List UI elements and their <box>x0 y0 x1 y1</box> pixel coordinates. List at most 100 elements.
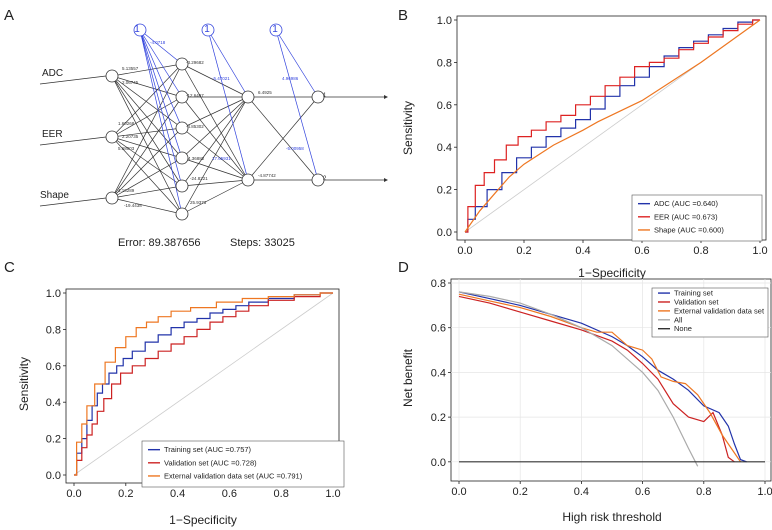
x-tick-label: 0.6 <box>634 245 649 257</box>
y-tick-label: 0.0 <box>46 470 61 482</box>
nn-bias-edge <box>139 29 183 65</box>
nn-node <box>241 90 255 104</box>
y-axis-label: Sensitivity <box>401 101 415 155</box>
nn-node <box>175 179 189 193</box>
nn-edge <box>111 75 183 98</box>
nn-input-arrow <box>39 197 107 207</box>
nn-edge <box>181 179 249 215</box>
nn-bias-edge <box>139 29 183 159</box>
series-line-validation <box>74 292 333 476</box>
nn-bias-edge <box>207 29 249 181</box>
weight-label: 5.13557 <box>122 66 139 71</box>
series-line-all <box>458 291 699 467</box>
weight-label: -12.6497 <box>186 93 204 98</box>
x-tick-label: 0.8 <box>693 245 708 257</box>
nn-edge <box>111 127 183 199</box>
y-tick-label: 0.2 <box>46 434 61 446</box>
panel-letter-d: D <box>398 259 409 276</box>
nn-edges-blue <box>139 29 319 215</box>
nn-edge <box>111 63 183 199</box>
x-tick-label: 0.0 <box>451 486 466 498</box>
nn-edge <box>111 63 183 138</box>
error-label: Error: 89.387656 <box>118 237 201 249</box>
nn-bias-edge <box>139 29 183 98</box>
y-tick-label: 0.0 <box>437 227 452 239</box>
legend-label: External validation data set (AUC =0.791… <box>164 471 303 480</box>
x-tick-label: 0.4 <box>575 245 590 257</box>
y-tick-label: 0.6 <box>46 361 61 373</box>
nn-bias-edge <box>139 29 183 215</box>
nn-edge <box>181 179 249 187</box>
legend-label: EER (AUC =0.673) <box>654 212 718 221</box>
nn-bias-node <box>201 23 215 37</box>
input-label-eer: EER <box>42 129 63 140</box>
panel-letter-c: C <box>4 259 15 276</box>
y-axis-label: Sensitivity <box>17 357 31 411</box>
weight-label: 17.65931 <box>212 156 231 161</box>
weight-label: -24.8221 <box>190 176 208 181</box>
x-tick-label: 1.0 <box>752 245 767 257</box>
nn-nodes <box>105 23 325 221</box>
weight-label: 4.16289 <box>118 188 135 193</box>
nn-bias-edge <box>139 29 183 129</box>
legend-label: All <box>674 315 683 324</box>
nn-edge <box>111 197 183 215</box>
legend-box <box>631 194 763 242</box>
x-tick-label: 0.2 <box>516 245 531 257</box>
legend-label: Shape (AUC =0.600) <box>654 225 724 234</box>
series-line-validation <box>458 295 735 463</box>
y-tick-label: 0.6 <box>431 323 446 335</box>
y-tick-label: 0.4 <box>437 142 452 154</box>
nn-edge <box>181 96 249 129</box>
y-tick-label: 0.6 <box>437 100 452 112</box>
nn-node <box>175 207 189 221</box>
x-tick-label: 1.0 <box>757 486 772 498</box>
plot-frame <box>456 15 767 241</box>
legend-label: External validation data set <box>674 306 765 315</box>
weight-label: 25.9373 <box>190 200 207 205</box>
output-label-2: 2 <box>323 176 327 182</box>
nn-edge <box>247 96 319 181</box>
nn-edge <box>181 157 249 181</box>
nn-node <box>175 151 189 165</box>
nn-node <box>175 57 189 71</box>
nn-node <box>175 121 189 135</box>
weight-label: 1.60268 <box>118 121 135 126</box>
roc-chart-b: 0.0 0.2 0.4 0.6 0.8 1.0 0.0 0.2 0.4 0.6 0.8 1.0 1−Sp… <box>401 15 768 280</box>
y-tick-label: 1.0 <box>437 15 452 27</box>
weight-label: -4.85302 <box>186 124 204 129</box>
bias-label-3: 1 <box>272 24 278 35</box>
nn-edge <box>111 185 183 199</box>
weight-label: -3.29682 <box>186 60 204 65</box>
nn-input-arrow <box>39 75 107 85</box>
nn-edge <box>111 96 183 199</box>
nn-edge <box>111 75 183 215</box>
series-line-external <box>74 292 333 476</box>
weight-label: 4.36882 <box>188 156 205 161</box>
y-tick-label: 1.0 <box>46 288 61 300</box>
x-axis-label: 1−Specificity <box>578 266 646 280</box>
nn-arrowhead <box>384 95 388 99</box>
nn-edge <box>111 63 183 77</box>
y-tick-label: 0.8 <box>437 57 452 69</box>
weight-label: -4.87742 <box>258 173 276 178</box>
nn-edges-black <box>111 63 319 215</box>
panel-letter-a: A <box>4 7 14 24</box>
nn-node <box>105 191 119 205</box>
x-tick-label: 0.0 <box>457 245 472 257</box>
bias-label-1: 1 <box>134 24 140 35</box>
nn-bias-edge <box>207 29 249 98</box>
bias-label-2: 1 <box>204 24 210 35</box>
weight-label: 2.06745 <box>122 80 139 85</box>
nn-edge <box>181 63 249 98</box>
weight-label: -5.47021 <box>212 76 230 81</box>
weight-label: 5.68003 <box>118 146 135 151</box>
y-tick-label: 0.2 <box>437 185 452 197</box>
y-tick-label: 0.2 <box>431 412 446 424</box>
legend-label: Validation set <box>674 297 719 306</box>
nn-input-arrow <box>39 136 107 146</box>
y-tick-label: 0.8 <box>431 278 446 290</box>
x-axis-label: 1−Specificity <box>169 513 237 527</box>
nn-edge <box>111 96 183 138</box>
